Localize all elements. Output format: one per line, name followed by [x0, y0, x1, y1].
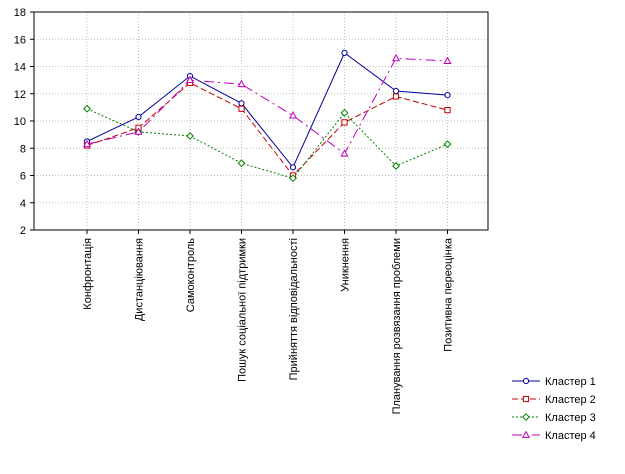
x-tick-label: Конфронтація: [82, 238, 94, 310]
series-line: [86, 108, 448, 179]
series-line: [86, 57, 448, 155]
y-tick-label: 4: [20, 198, 26, 210]
legend-item: Кластер 2: [512, 394, 596, 406]
x-tick-label: Дистанціювання: [134, 238, 146, 321]
x-tick-label: Планування розвязання проблеми: [391, 238, 403, 414]
y-tick-label: 16: [14, 34, 26, 46]
legend-marker: [522, 413, 530, 421]
series-group: [82, 53, 452, 157]
legend-marker: [522, 395, 530, 403]
legend: Кластер 1 Кластер 2 Кластер 3 Кластер 4: [512, 376, 596, 442]
data-point: [289, 164, 297, 171]
data-point: [444, 107, 451, 114]
data-point: [185, 75, 195, 84]
data-point: [83, 104, 91, 113]
data-point: [340, 149, 349, 157]
legend-item: Кластер 4: [512, 430, 596, 442]
y-axis: 2 4 6 8 10 12 14 16 18: [14, 7, 34, 237]
data-point: [289, 174, 297, 183]
x-tick-label: Уникнення: [340, 238, 352, 292]
legend-marker: [521, 430, 531, 438]
data-point: [443, 56, 452, 64]
series-line: [86, 52, 448, 169]
data-point: [288, 111, 298, 119]
data-point: [391, 53, 401, 62]
data-point: [392, 162, 400, 170]
data-point: [237, 79, 246, 88]
grid: [34, 12, 488, 230]
legend-marker: [522, 377, 530, 385]
data-point: [392, 87, 400, 95]
x-tick-label: Самоконтроль: [185, 238, 197, 312]
data-point: [237, 159, 246, 168]
data-point: [341, 119, 348, 126]
series: [82, 49, 452, 183]
x-tick-label: Пошук соціальної підтримки: [237, 238, 249, 382]
legend-label: Кластер 3: [545, 412, 596, 424]
x-axis: Конфронтація Дистанціювання Самоконтроль По…: [82, 230, 455, 414]
y-tick-label: 6: [20, 171, 26, 183]
series-group: [83, 49, 451, 171]
y-tick-label: 2: [20, 225, 26, 237]
x-tick-label: Прийняття відповідальності: [288, 238, 300, 380]
data-point: [340, 108, 349, 117]
x-tick-label: Позитивна переоцінка: [443, 237, 455, 352]
legend-label: Кластер 1: [545, 376, 596, 388]
legend-label: Кластер 4: [545, 430, 596, 442]
y-tick-label: 12: [14, 89, 26, 101]
data-point: [341, 49, 348, 56]
y-tick-label: 18: [14, 7, 26, 19]
series-line: [86, 82, 448, 177]
data-point: [392, 93, 400, 100]
series-group: [83, 104, 452, 183]
data-point: [186, 132, 194, 140]
data-point: [82, 139, 92, 148]
y-tick-label: 14: [14, 62, 26, 74]
data-point: [443, 140, 452, 149]
data-point: [238, 100, 245, 107]
data-point: [134, 127, 143, 135]
legend-item: Кластер 3: [512, 412, 596, 424]
plot-frame: [33, 11, 489, 231]
y-tick-label: 10: [14, 116, 26, 128]
legend-label: Кластер 2: [545, 394, 596, 406]
data-point: [444, 92, 451, 99]
legend-item: Кластер 1: [512, 376, 596, 388]
y-tick-label: 8: [20, 143, 26, 155]
data-point: [135, 113, 142, 121]
data-point: [238, 105, 245, 112]
